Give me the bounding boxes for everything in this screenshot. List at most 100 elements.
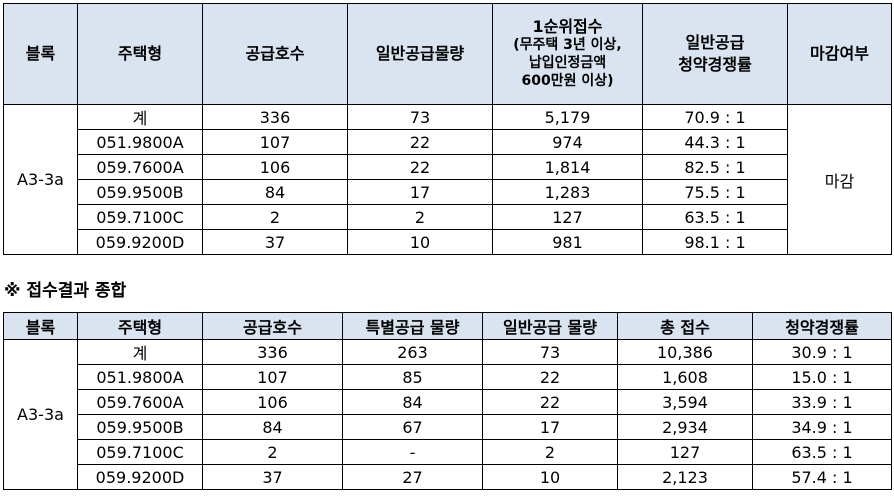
special-cell: 84 bbox=[342, 389, 483, 415]
header-first-rank-line: 납입인정금액 bbox=[528, 55, 607, 71]
type-cell: 059.7100C bbox=[77, 204, 203, 230]
type-cell: 계 bbox=[77, 104, 203, 130]
ratio-cell: 63.5 : 1 bbox=[642, 204, 788, 230]
general-cell: 2 bbox=[347, 204, 493, 230]
units-cell: 84 bbox=[202, 414, 343, 440]
ratio-cell: 57.4 : 1 bbox=[752, 464, 892, 490]
ratio-cell: 34.9 : 1 bbox=[752, 414, 892, 440]
units-cell: 106 bbox=[202, 154, 348, 180]
total-cell: 3,594 bbox=[617, 389, 753, 415]
ratio-cell: 70.9 : 1 bbox=[642, 104, 788, 130]
table-row: 051.9800A 107 22 974 44.3 : 1 bbox=[4, 129, 892, 155]
special-cell: 67 bbox=[342, 414, 483, 440]
block-cell: A3-3a bbox=[3, 339, 78, 490]
total-cell: 2,123 bbox=[617, 464, 753, 490]
block-cell: A3-3a bbox=[3, 104, 78, 255]
table-row: 059.9200D 37 27 10 2,123 57.4 : 1 bbox=[4, 464, 892, 490]
header-house-type: 주택형 bbox=[77, 3, 203, 105]
type-cell: 059.9500B bbox=[77, 179, 203, 205]
type-cell: 059.7600A bbox=[77, 389, 203, 415]
table-row: 051.9800A 107 85 22 1,608 15.0 : 1 bbox=[4, 364, 892, 390]
special-cell: - bbox=[342, 439, 483, 465]
ratio-cell: 15.0 : 1 bbox=[752, 364, 892, 390]
header-block: 블록 bbox=[3, 3, 78, 105]
ratio-cell: 33.9 : 1 bbox=[752, 389, 892, 415]
table-row: A3-3a 계 336 263 73 10,386 30.9 : 1 bbox=[3, 339, 892, 490]
special-cell: 85 bbox=[342, 364, 483, 390]
applicants-cell: 981 bbox=[492, 229, 643, 255]
header-house-type: 주택형 bbox=[77, 312, 203, 340]
total-cell: 127 bbox=[617, 439, 753, 465]
ratio-cell: 30.9 : 1 bbox=[752, 339, 892, 365]
units-cell: 107 bbox=[202, 129, 348, 155]
closed-cell: 마감 bbox=[787, 104, 892, 255]
units-cell: 37 bbox=[202, 464, 343, 490]
section-title: ※ 접수결과 종합 bbox=[4, 281, 127, 301]
general-cell: 73 bbox=[482, 339, 618, 365]
header-general-supply: 일반공급 물량 bbox=[482, 312, 618, 340]
header-first-rank-line: 1순위접수 bbox=[532, 17, 603, 36]
ratio-cell: 75.5 : 1 bbox=[642, 179, 788, 205]
type-cell: 059.7600A bbox=[77, 154, 203, 180]
general-cell: 17 bbox=[347, 179, 493, 205]
ratio-cell: 44.3 : 1 bbox=[642, 129, 788, 155]
table-row: 059.7600A 106 84 22 3,594 33.9 : 1 bbox=[4, 389, 892, 415]
type-cell: 051.9800A bbox=[77, 129, 203, 155]
general-cell: 73 bbox=[347, 104, 493, 130]
total-cell: 2,934 bbox=[617, 414, 753, 440]
general-cell: 22 bbox=[482, 364, 618, 390]
header-first-rank: 1순위접수 (무주택 3년 이상, 납입인정금액 600만원 이상) bbox=[492, 3, 643, 105]
table-row: 059.7100C 2 2 127 63.5 : 1 bbox=[4, 204, 892, 230]
application-result-table: 블록 주택형 공급호수 일반공급물량 1순위접수 (무주택 3년 이상, 납입인… bbox=[3, 3, 892, 255]
units-cell: 2 bbox=[202, 439, 343, 465]
header-first-rank-line: 600만원 이상) bbox=[521, 73, 614, 89]
header-general-supply: 일반공급물량 bbox=[347, 3, 493, 105]
header-competition-line: 일반공급 bbox=[685, 33, 745, 52]
units-cell: 37 bbox=[202, 229, 348, 255]
units-cell: 336 bbox=[202, 104, 348, 130]
header-competition-line: 청약경쟁률 bbox=[678, 55, 752, 74]
total-cell: 10,386 bbox=[617, 339, 753, 365]
type-cell: 059.9200D bbox=[77, 229, 203, 255]
special-cell: 27 bbox=[342, 464, 483, 490]
general-cell: 2 bbox=[482, 439, 618, 465]
table-row: 059.9200D 37 10 981 98.1 : 1 bbox=[4, 229, 892, 255]
table-row: 059.7600A 106 22 1,814 82.5 : 1 bbox=[4, 154, 892, 180]
special-cell: 263 bbox=[342, 339, 483, 365]
general-cell: 22 bbox=[347, 129, 493, 155]
general-cell: 10 bbox=[482, 464, 618, 490]
type-cell: 059.9200D bbox=[77, 464, 203, 490]
header-supply-units: 공급호수 bbox=[202, 312, 343, 340]
ratio-cell: 98.1 : 1 bbox=[642, 229, 788, 255]
header-supply-units: 공급호수 bbox=[202, 3, 348, 105]
applicants-cell: 1,814 bbox=[492, 154, 643, 180]
header-special-supply: 특별공급 물량 bbox=[342, 312, 483, 340]
general-cell: 17 bbox=[482, 414, 618, 440]
table-row: 059.9500B 84 17 1,283 75.5 : 1 bbox=[4, 179, 892, 205]
ratio-cell: 63.5 : 1 bbox=[752, 439, 892, 465]
applicants-cell: 974 bbox=[492, 129, 643, 155]
units-cell: 106 bbox=[202, 389, 343, 415]
units-cell: 336 bbox=[202, 339, 343, 365]
applicants-cell: 127 bbox=[492, 204, 643, 230]
header-first-rank-line: (무주택 3년 이상, bbox=[513, 37, 622, 53]
units-cell: 84 bbox=[202, 179, 348, 205]
general-cell: 22 bbox=[347, 154, 493, 180]
units-cell: 2 bbox=[202, 204, 348, 230]
table-row: 059.7100C 2 - 2 127 63.5 : 1 bbox=[4, 439, 892, 465]
total-cell: 1,608 bbox=[617, 364, 753, 390]
header-closed: 마감여부 bbox=[787, 3, 892, 105]
ratio-cell: 82.5 : 1 bbox=[642, 154, 788, 180]
type-cell: 계 bbox=[77, 339, 203, 365]
type-cell: 059.7100C bbox=[77, 439, 203, 465]
applicants-cell: 5,179 bbox=[492, 104, 643, 130]
header-competition: 일반공급 청약경쟁률 bbox=[642, 3, 788, 105]
general-cell: 10 bbox=[347, 229, 493, 255]
units-cell: 107 bbox=[202, 364, 343, 390]
header-total-applicants: 총 접수 bbox=[617, 312, 753, 340]
general-cell: 22 bbox=[482, 389, 618, 415]
table-row: A3-3a 계 336 73 5,179 70.9 : 1 마감 bbox=[3, 104, 892, 255]
header-competition: 청약경쟁률 bbox=[752, 312, 892, 340]
type-cell: 059.9500B bbox=[77, 414, 203, 440]
summary-table: 블록 주택형 공급호수 특별공급 물량 일반공급 물량 총 접수 청약경쟁률 A… bbox=[3, 312, 892, 490]
